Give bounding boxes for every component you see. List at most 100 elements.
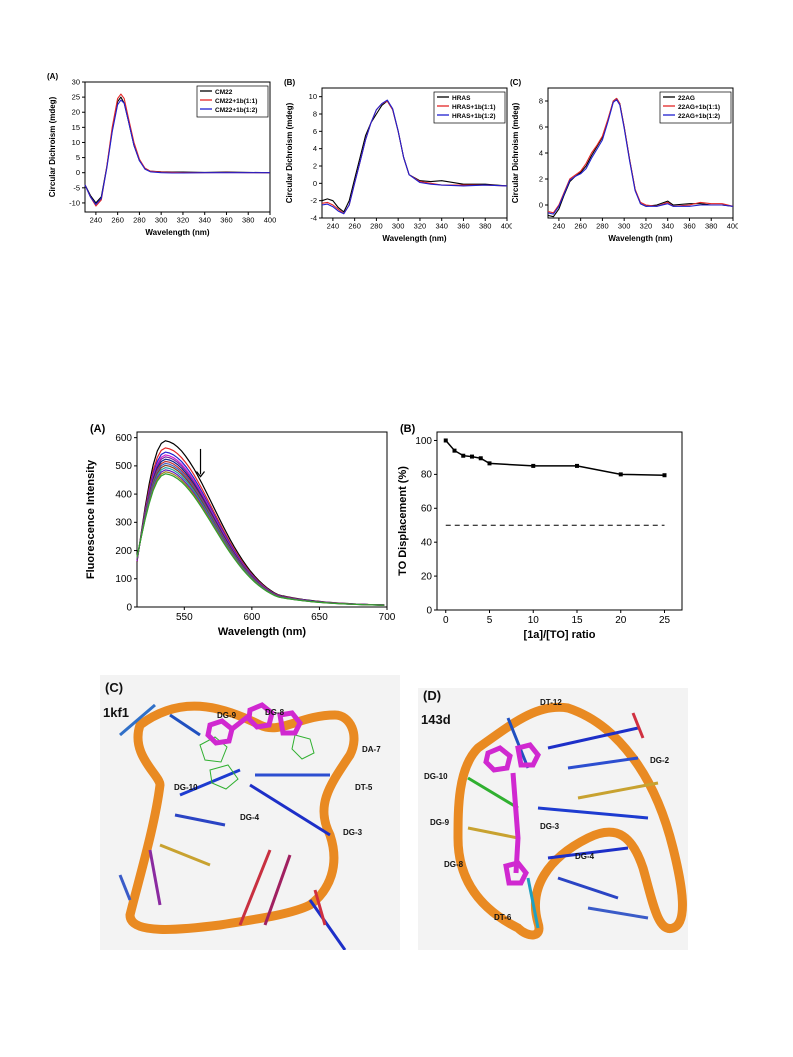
x-tick-label: 400	[501, 222, 512, 231]
y-axis-label: Circular Dichroism (mdeg)	[285, 102, 294, 203]
cd-panel-c: (C) 240 260 280 300 320 340 360 380 400 0 2 4 6 8 Wavel…	[508, 76, 739, 256]
x-tick-label: 280	[370, 222, 383, 231]
data-point	[662, 473, 667, 478]
x-tick-label: 360	[220, 216, 233, 225]
y-tick-label: -2	[310, 196, 317, 205]
series-line	[321, 99, 508, 215]
structure-pdb-143d: 143d	[421, 712, 451, 727]
legend-label: CM22+1b(1:1)	[215, 98, 257, 105]
y-tick-label: 60	[421, 504, 433, 515]
y-tick-label: 6	[313, 127, 317, 136]
data-point	[575, 463, 579, 468]
x-tick-label: 260	[574, 222, 587, 231]
y-tick-label: 0	[76, 168, 80, 177]
legend-label: 22AG+1b(1:1)	[678, 104, 720, 111]
y-tick-label: -4	[310, 214, 317, 223]
y-tick-label: 4	[539, 149, 543, 158]
x-tick-label: 15	[571, 615, 583, 626]
x-axis-label: [1a]/[TO] ratio	[524, 629, 596, 641]
x-axis-label: Wavelength (nm)	[218, 626, 307, 638]
x-axis-label: Wavelength (nm)	[608, 234, 672, 243]
x-tick-label: 360	[683, 222, 696, 231]
y-tick-label: 300	[115, 518, 132, 529]
cd-chart-a: (A) 240 260 280 300 320 340 360 380 400 -10 -5 0 5 10 1…	[47, 72, 277, 237]
x-tick-label: 600	[244, 612, 261, 623]
residue-label: DG-9	[217, 711, 237, 720]
x-tick-label: 400	[264, 216, 277, 225]
y-tick-label: 0	[313, 179, 317, 188]
legend-box	[196, 85, 269, 118]
x-tick-label: 550	[176, 612, 193, 623]
x-tick-label: 300	[155, 216, 168, 225]
structure-label-1kf1: (C)	[105, 680, 124, 695]
cd-panel-a: (A) 240 260 280 300 320 340 360 380 400 -10 -5 0 5 10 1…	[45, 70, 285, 250]
residue-label: DG-2	[650, 756, 670, 765]
panel-label: (C)	[510, 78, 521, 87]
y-tick-label: 8	[539, 97, 543, 106]
x-tick-label: 340	[661, 222, 674, 231]
x-tick-label: 280	[133, 216, 146, 225]
fluorescence-curve	[136, 440, 385, 606]
x-tick-label: 240	[90, 216, 103, 225]
legend-label: CM22+1b(1:2)	[215, 107, 257, 114]
plot-frame	[436, 431, 683, 611]
y-tick-label: 500	[115, 461, 132, 472]
y-axis-label: TO Displacement (%)	[397, 466, 409, 576]
y-tick-label: 400	[115, 489, 132, 500]
cd-chart-c: (C) 240 260 280 300 320 340 360 380 400 0 2 4 6 8 Wavel…	[510, 78, 739, 243]
y-tick-label: 20	[72, 108, 80, 117]
data-point	[470, 454, 474, 459]
structure-image-1kf1	[100, 675, 400, 951]
x-tick-label: 20	[615, 615, 627, 626]
y-tick-label: 100	[415, 436, 432, 447]
data-point	[618, 472, 623, 477]
x-tick-label: 700	[379, 612, 396, 623]
y-tick-label: 5	[76, 153, 80, 162]
y-tick-label: 20	[421, 571, 433, 582]
x-tick-label: 0	[443, 615, 449, 626]
plot-frame	[84, 81, 271, 213]
x-tick-label: 300	[392, 222, 405, 231]
y-tick-label: 10	[309, 92, 317, 101]
x-tick-label: 25	[659, 615, 671, 626]
fluorescence-panel: (A) 550 600 650 700 0 100 200 300 400 500 600 Wavele…	[82, 420, 397, 660]
legend-label: HRAS+1b(1:2)	[452, 113, 496, 120]
y-tick-label: 30	[72, 78, 80, 87]
data-point	[443, 438, 448, 443]
y-tick-label: 200	[115, 546, 132, 557]
series-line	[547, 99, 734, 215]
residue-label: DT-6	[494, 913, 512, 922]
data-point	[487, 461, 492, 466]
y-tick-label: 15	[72, 123, 80, 132]
structure-image-143d	[418, 688, 688, 950]
x-tick-label: 10	[528, 615, 540, 626]
residue-label: DG-3	[540, 822, 560, 831]
y-tick-label: 10	[72, 138, 80, 147]
x-axis-label: Wavelength (nm)	[145, 228, 209, 237]
x-tick-label: 5	[487, 615, 493, 626]
x-tick-label: 240	[327, 222, 340, 231]
residue-label: DT-5	[355, 783, 373, 792]
x-tick-label: 300	[618, 222, 631, 231]
panel-label: (A)	[47, 72, 58, 81]
legend-label: CM22	[215, 89, 233, 96]
y-tick-label: 4	[313, 144, 317, 153]
residue-label: DG-8	[444, 860, 464, 869]
y-tick-label: 80	[421, 470, 433, 481]
series-line	[547, 97, 734, 214]
x-tick-label: 280	[596, 222, 609, 231]
y-axis-label: Circular Dichroism (mdeg)	[48, 96, 57, 197]
y-tick-label: 6	[539, 123, 543, 132]
residue-label: DT-12	[540, 698, 562, 707]
residue-label: DG-8	[265, 708, 285, 717]
x-tick-label: 360	[457, 222, 470, 231]
y-axis-label: Fluorescence Intensity	[85, 459, 97, 579]
y-tick-label: -5	[73, 183, 80, 192]
panel-label: (B)	[400, 423, 416, 435]
legend-label: 22AG	[678, 95, 695, 102]
fluorescence-chart: (A) 550 600 650 700 0 100 200 300 400 500 600 Wavele…	[85, 423, 396, 638]
structure-panel-1kf1: (C) 1kf1 DG-9 DG-8 DA-7 DG-10 DT-5 DG-4 …	[100, 675, 400, 951]
x-tick-label: 240	[553, 222, 566, 231]
y-tick-label: 2	[313, 162, 317, 171]
x-tick-label: 380	[705, 222, 718, 231]
